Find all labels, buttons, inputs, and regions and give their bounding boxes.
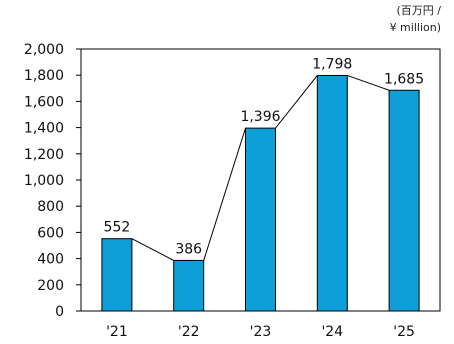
y-tick-label: 1,000	[24, 173, 64, 189]
data-label: 1,798	[312, 56, 352, 72]
x-tick-label: '21	[106, 324, 128, 340]
y-tick-label: 200	[37, 278, 64, 294]
bar	[388, 89, 420, 312]
data-label: 1,685	[384, 71, 424, 87]
y-tick-label: 1,600	[24, 94, 64, 110]
data-label: 552	[104, 220, 131, 236]
x-tick-label: '23	[250, 324, 272, 340]
trend-segment	[347, 74, 390, 91]
trend-segment	[275, 75, 318, 129]
bars	[101, 74, 420, 312]
bar	[316, 74, 348, 312]
y-tick-label: 1,400	[24, 121, 64, 137]
unit-label-line2: ¥ million)	[390, 21, 441, 34]
trend-line	[131, 74, 390, 261]
y-tick-label: 1,200	[24, 147, 64, 163]
data-label: 1,396	[240, 109, 280, 125]
trend-segment	[131, 238, 174, 261]
bar	[101, 238, 133, 312]
unit-label-line1: (百万円 /	[397, 4, 442, 17]
bar	[173, 259, 205, 312]
y-tick-label: 800	[37, 199, 64, 215]
y-tick-label: 2,000	[24, 42, 64, 58]
x-tick-label: '24	[321, 324, 343, 340]
y-tick-label: 0	[55, 304, 64, 320]
y-tick-label: 1,800	[24, 68, 64, 84]
y-tick-label: 600	[37, 225, 64, 241]
trend-segment	[203, 127, 246, 261]
bar	[245, 127, 276, 312]
x-tick-label: '25	[393, 324, 415, 340]
data-label: 386	[175, 241, 202, 257]
x-tick-label: '22	[178, 324, 200, 340]
data-labels: 552 386 1,396 1,798 1,685	[104, 56, 425, 257]
x-axis: '21 '22 '23 '24 '25	[106, 324, 415, 340]
y-axis: 0 200 400 600 800 1,000 1,200 1,400 1,600 1,800 2,…	[24, 42, 81, 320]
y-tick-label: 400	[37, 252, 64, 268]
